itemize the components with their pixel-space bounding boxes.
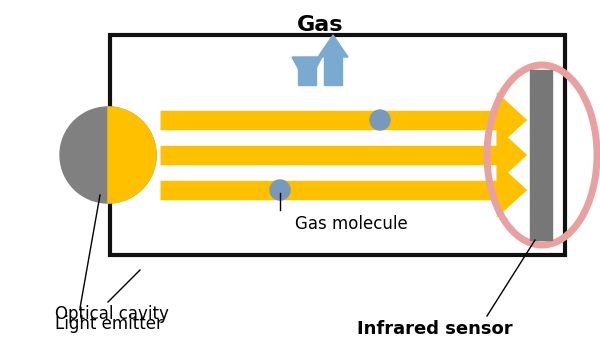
Polygon shape xyxy=(292,57,322,85)
Circle shape xyxy=(60,107,156,203)
Text: Light emitter: Light emitter xyxy=(55,315,163,333)
Text: Infrared sensor: Infrared sensor xyxy=(357,320,513,338)
Bar xyxy=(324,57,342,85)
Circle shape xyxy=(270,180,290,200)
Bar xyxy=(298,57,316,85)
Text: Gas molecule: Gas molecule xyxy=(295,215,408,233)
Wedge shape xyxy=(108,107,156,203)
Bar xyxy=(530,70,552,240)
Text: Optical cavity: Optical cavity xyxy=(55,305,169,323)
Bar xyxy=(110,35,565,255)
Polygon shape xyxy=(318,35,348,57)
Circle shape xyxy=(370,110,390,130)
Text: Gas: Gas xyxy=(297,15,343,35)
